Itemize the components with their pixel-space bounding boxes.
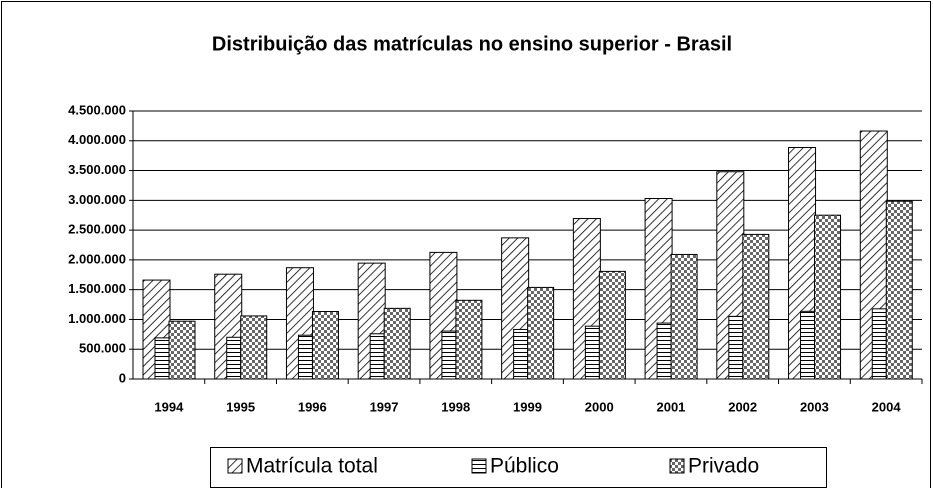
legend-label: Privado: [688, 455, 759, 478]
bar: [311, 311, 339, 380]
y-tick-label: 1.500.000: [68, 281, 126, 296]
bar: [670, 253, 698, 380]
bar: [728, 315, 744, 380]
x-tick-label: 2001: [656, 399, 685, 414]
legend: [210, 447, 827, 488]
x-tick-label: 1997: [370, 399, 399, 414]
x-tick-label: 2002: [728, 399, 757, 414]
bar: [240, 315, 268, 380]
legend-swatch: [471, 458, 487, 474]
bar: [814, 214, 842, 380]
legend-swatch: [669, 458, 685, 474]
bar: [441, 330, 457, 380]
y-tick-label: 2.000.000: [68, 251, 126, 266]
legend-label: Matrícula total: [246, 455, 378, 478]
legend-label: Público: [490, 455, 559, 478]
x-tick-label: 1996: [298, 399, 327, 414]
y-tick-label: 3.500.000: [68, 162, 126, 177]
bar: [513, 328, 529, 380]
x-tick-label: 1998: [441, 399, 470, 414]
bar: [598, 270, 626, 380]
bar: [383, 307, 411, 380]
bar: [527, 286, 555, 380]
x-tick-label: 2003: [800, 399, 829, 414]
bar: [226, 336, 242, 380]
bar: [297, 334, 313, 380]
bar: [584, 325, 600, 380]
bar: [871, 308, 887, 380]
y-tick-label: 0: [119, 370, 126, 385]
y-tick-label: 1.000.000: [68, 311, 126, 326]
bar: [742, 233, 770, 380]
y-tick-label: 4.500.000: [68, 102, 126, 117]
x-tick-label: 1994: [154, 399, 184, 414]
bar: [369, 333, 385, 380]
y-tick-label: 4.000.000: [68, 132, 126, 147]
y-tick-label: 3.000.000: [68, 192, 126, 207]
x-tick-label: 2000: [585, 399, 614, 414]
bar: [656, 322, 672, 380]
bar: [168, 320, 196, 380]
chart-title: Distribuição das matrículas no ensino su…: [212, 33, 732, 55]
bar: [154, 337, 170, 380]
y-tick-label: 2.500.000: [68, 222, 126, 237]
x-tick-label: 1999: [513, 399, 542, 414]
x-tick-label: 1995: [226, 399, 255, 414]
bar: [455, 299, 483, 380]
legend-swatch: [227, 458, 243, 474]
x-tick-label: 2004: [872, 399, 902, 414]
bar: [885, 200, 913, 380]
y-tick-label: 500.000: [79, 341, 126, 356]
bar: [800, 310, 816, 380]
